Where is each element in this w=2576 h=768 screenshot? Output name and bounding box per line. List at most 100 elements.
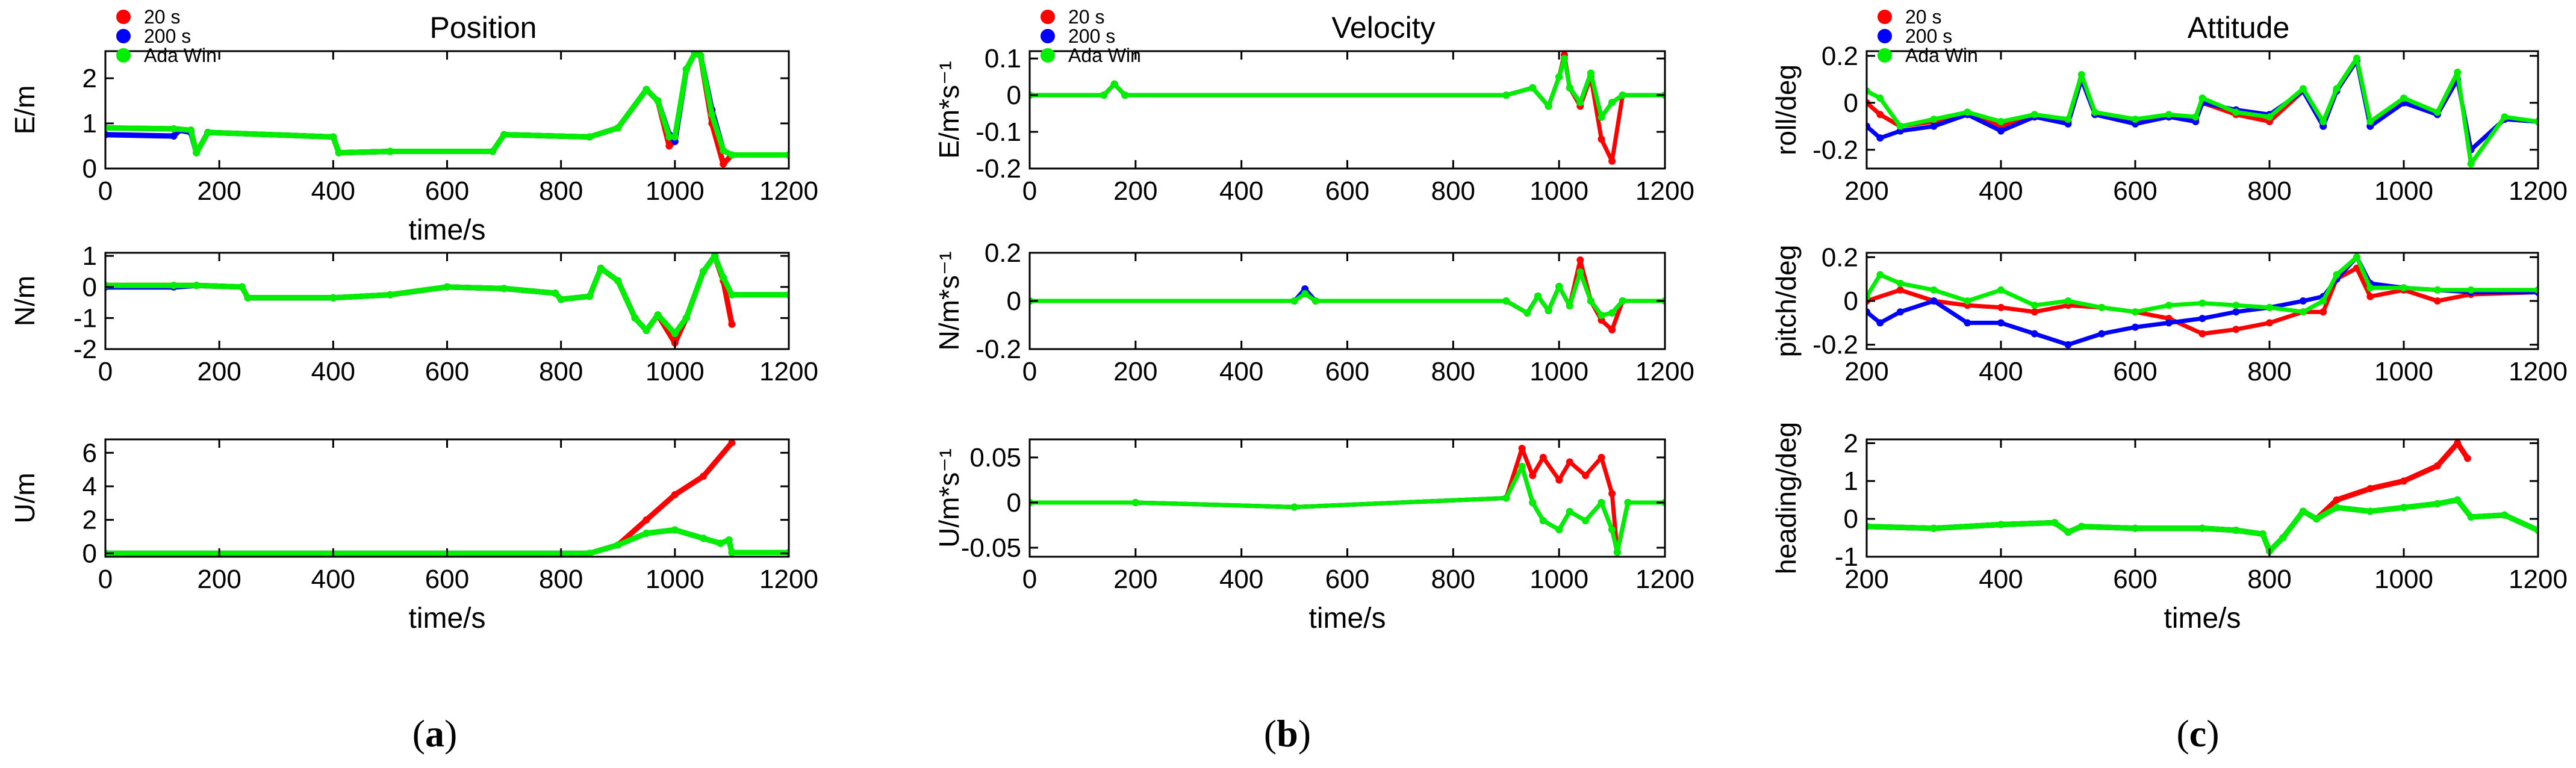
data-point	[2333, 496, 2341, 504]
data-point	[1301, 290, 1309, 297]
data-point	[2077, 522, 2085, 530]
data-point	[728, 151, 736, 159]
caption-a-letter: a	[425, 712, 444, 755]
y-tick-label: 0	[1007, 81, 1021, 110]
chart-panel-6: 200 400 600 800 1000 1200 -0.2 0 0.2 roll/deg Atti…	[1770, 11, 2568, 206]
data-point	[193, 282, 201, 290]
data-point	[1290, 297, 1298, 305]
data-point	[1529, 499, 1537, 506]
data-point	[2064, 341, 2072, 348]
x-tick-label: 200	[1844, 176, 1888, 206]
series-group	[105, 253, 789, 347]
x-tick-label: 800	[1431, 357, 1475, 386]
data-point	[671, 526, 679, 534]
data-point	[170, 125, 178, 132]
legend-label: Ada Win	[1905, 45, 1978, 66]
axes-frame	[1028, 438, 1666, 558]
y-tick-label: -0.05	[961, 533, 1021, 563]
data-point	[1502, 297, 1510, 305]
data-point	[500, 285, 508, 293]
data-point	[1930, 524, 1938, 532]
x-axis-label: time/s	[408, 214, 485, 246]
y-tick-label: 0.2	[1822, 243, 1858, 272]
data-point	[2165, 302, 2173, 309]
data-point	[386, 147, 394, 155]
data-point	[2366, 507, 2374, 515]
data-point	[2299, 297, 2307, 305]
series-line-green	[1030, 56, 1665, 120]
x-tick-label: 600	[2113, 176, 2157, 206]
data-point	[2051, 519, 2059, 527]
data-point	[586, 293, 593, 300]
data-point	[2433, 462, 2441, 469]
axes-frame	[104, 252, 790, 350]
legend-marker	[116, 48, 131, 63]
data-point	[1997, 286, 2005, 294]
series-group	[1030, 51, 1665, 165]
data-point	[2232, 308, 2240, 316]
x-tick-label: 200	[197, 176, 241, 206]
data-point	[1539, 454, 1547, 461]
y-tick-label: 0	[1007, 286, 1021, 316]
x-tick-label: 200	[197, 565, 241, 594]
y-tick-label: 1	[1844, 466, 1858, 496]
data-point	[1518, 445, 1526, 452]
data-point	[2501, 113, 2509, 121]
data-point	[170, 132, 178, 140]
legend-marker	[1041, 10, 1055, 24]
data-point	[2467, 513, 2475, 521]
x-axis-label: time/s	[408, 602, 485, 634]
x-tick-label: 600	[1325, 565, 1369, 594]
data-point	[2091, 108, 2099, 116]
x-tick-label: 800	[539, 176, 583, 206]
data-point	[1896, 286, 1904, 294]
data-point	[1587, 69, 1594, 77]
x-tick-label: 1200	[1635, 176, 1694, 206]
series-group	[105, 439, 789, 557]
legend-marker	[1878, 10, 1892, 24]
x-tick-label: 800	[1431, 176, 1475, 206]
data-point	[671, 491, 679, 498]
data-point	[2467, 286, 2475, 294]
data-point	[1876, 319, 1884, 327]
data-point	[1598, 113, 1605, 121]
x-tick-label: 0	[98, 565, 113, 594]
legend-label: 200 s	[1068, 25, 1115, 47]
data-point	[2030, 308, 2038, 316]
x-tick-label: 0	[1022, 357, 1037, 386]
x-tick-label: 600	[425, 565, 469, 594]
series-line-green	[105, 253, 789, 336]
data-point	[1876, 111, 1884, 119]
x-tick-label: 400	[311, 565, 355, 594]
legend-label: 20 s	[1068, 6, 1104, 28]
y-tick-label: -0.2	[1812, 330, 1858, 360]
y-tick-label: -0.2	[975, 335, 1021, 364]
series-group	[1030, 256, 1665, 333]
x-tick-label: 1000	[1529, 565, 1588, 594]
data-point	[1896, 308, 1904, 316]
data-point	[2165, 319, 2173, 327]
data-point	[1964, 297, 1971, 305]
data-point	[2030, 111, 2038, 119]
series-line-green	[105, 527, 789, 556]
data-point	[1930, 286, 1938, 294]
data-point	[1587, 297, 1594, 305]
data-point	[700, 472, 708, 480]
data-point	[2319, 118, 2327, 125]
data-point	[720, 160, 727, 168]
data-point	[700, 534, 708, 542]
y-tick-label: -1	[1835, 542, 1858, 572]
data-point	[708, 111, 716, 118]
data-point	[2198, 315, 2206, 323]
data-point	[642, 85, 650, 93]
data-point	[642, 516, 650, 524]
data-point	[642, 327, 650, 334]
data-point	[691, 51, 698, 57]
y-axis-label: pitch/deg	[1770, 245, 1802, 358]
data-point	[2501, 511, 2509, 519]
chart-title: Attitude	[2188, 11, 2290, 45]
data-point	[1997, 319, 2005, 327]
series-group	[1867, 253, 2538, 348]
